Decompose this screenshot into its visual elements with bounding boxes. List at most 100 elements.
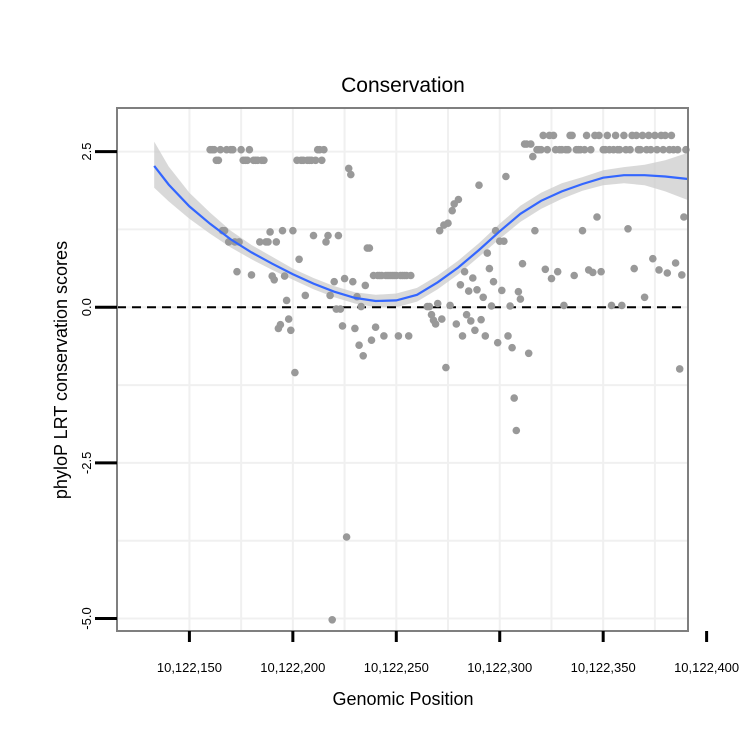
data-point — [582, 131, 591, 140]
data-point — [675, 365, 684, 373]
data-point — [367, 336, 376, 345]
data-point — [448, 206, 457, 215]
data-point — [330, 277, 339, 286]
data-point — [667, 131, 676, 140]
data-point — [464, 287, 473, 295]
data-point — [481, 332, 490, 340]
data-point — [328, 616, 337, 624]
data-point — [446, 301, 454, 310]
data-point — [351, 324, 359, 333]
data-point — [340, 274, 349, 283]
data-point — [537, 145, 545, 154]
data-point — [407, 271, 415, 280]
data-point — [653, 145, 661, 154]
data-point — [487, 302, 496, 310]
x-tick-label: 10,122,200 — [260, 660, 325, 675]
data-point — [547, 274, 556, 283]
data-point — [338, 322, 347, 330]
confidence-band — [154, 141, 688, 308]
data-point — [549, 131, 558, 140]
data-point — [458, 332, 467, 340]
data-point — [365, 244, 374, 252]
data-point — [349, 277, 357, 286]
data-point — [514, 287, 523, 296]
data-point — [502, 172, 510, 181]
data-point — [452, 320, 461, 328]
data-point — [620, 131, 628, 140]
data-point — [460, 267, 469, 276]
data-point — [270, 276, 279, 284]
panel-border — [116, 107, 689, 632]
data-point — [508, 343, 516, 352]
data-point — [597, 267, 605, 276]
data-point — [543, 145, 552, 154]
data-point — [287, 326, 295, 335]
data-point — [361, 281, 370, 290]
data-point — [506, 302, 514, 310]
data-point — [442, 363, 450, 372]
y-axis-title: phyloP LRT conservation scores — [51, 241, 71, 499]
data-point — [647, 145, 655, 154]
data-point — [493, 338, 502, 347]
x-tick-label: 10,122,250 — [364, 660, 429, 675]
data-point — [504, 332, 512, 340]
data-point — [229, 145, 237, 154]
smooth-line — [153, 165, 689, 303]
data-point — [210, 145, 218, 154]
data-point — [680, 213, 688, 221]
data-point — [260, 156, 268, 165]
data-point — [587, 145, 595, 154]
x-tick-label: 10,122,350 — [571, 660, 636, 675]
data-point — [266, 228, 274, 236]
data-point — [529, 152, 537, 161]
data-point — [344, 164, 353, 173]
y-tick-label: -2.5 — [79, 452, 94, 474]
data-point — [394, 332, 403, 340]
y-tick-label: -5.0 — [79, 607, 94, 629]
data-point — [278, 226, 287, 235]
x-tick-label: 10,122,400 — [674, 660, 739, 675]
y-tick-label: 0.0 — [79, 298, 94, 316]
data-point — [580, 145, 589, 154]
data-point — [624, 225, 632, 233]
data-point — [640, 293, 649, 302]
data-point — [539, 131, 547, 140]
data-point — [632, 131, 641, 140]
data-point — [516, 295, 525, 303]
data-point — [671, 259, 680, 267]
data-point — [626, 145, 634, 154]
data-point — [518, 259, 527, 268]
data-point — [284, 315, 293, 323]
data-point — [454, 195, 463, 204]
data-point — [309, 231, 318, 240]
data-point — [477, 315, 485, 324]
data-point — [618, 301, 626, 310]
data-point — [589, 268, 597, 277]
data-point — [245, 145, 254, 154]
x-tick-label: 10,122,300 — [467, 660, 532, 675]
data-point — [471, 326, 479, 335]
data-point — [301, 291, 310, 300]
data-point — [489, 277, 498, 286]
data-point — [276, 320, 285, 329]
data-point — [347, 170, 355, 179]
data-point — [500, 237, 508, 245]
data-point — [644, 131, 653, 140]
data-point — [324, 231, 332, 240]
data-point — [435, 226, 444, 235]
data-point — [295, 255, 303, 264]
data-point — [433, 299, 442, 308]
data-point — [237, 145, 245, 154]
data-point — [498, 286, 506, 295]
data-point — [512, 426, 521, 435]
data-point — [247, 271, 256, 279]
data-point — [371, 323, 380, 332]
data-point — [282, 296, 291, 305]
data-point — [485, 264, 494, 273]
data-point — [649, 254, 657, 263]
data-point — [311, 156, 320, 165]
data-point — [334, 231, 343, 240]
data-point — [272, 238, 281, 246]
confidence-band-layer — [154, 141, 688, 308]
